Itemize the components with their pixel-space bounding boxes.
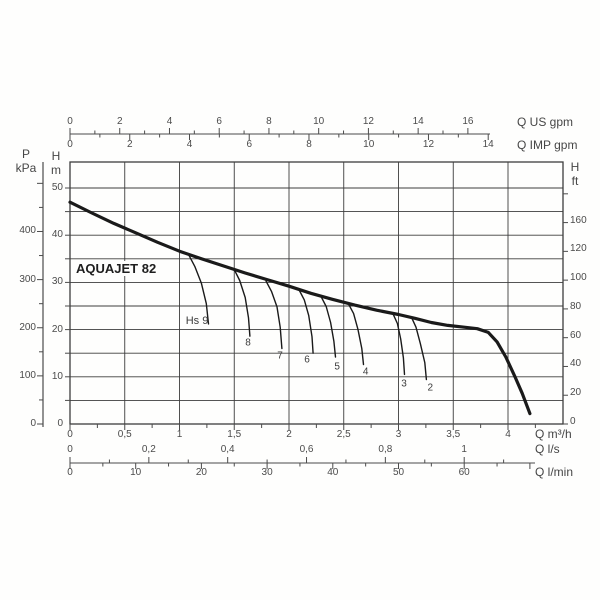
head-m-axis-unit-line2: m — [51, 163, 61, 177]
pressure-axis-unit: P kPa — [12, 147, 40, 175]
pressure-axis-unit-line2: kPa — [15, 161, 37, 175]
suction-lift-curve-7 — [265, 280, 283, 350]
suction-lift-curve-9 — [187, 253, 210, 325]
head-ft-axis-unit: H ft — [565, 160, 585, 188]
head-m-axis-unit: H m — [47, 149, 65, 177]
pressure-axis-unit-line1: P — [21, 147, 30, 161]
suction-lift-curve-3 — [392, 313, 406, 376]
flow-us-gpm-axis-unit: Q US gpm — [517, 115, 574, 129]
suction-lift-curve-5 — [320, 295, 337, 358]
flow-lmin-axis-unit: Q l/min — [535, 465, 574, 479]
pump-model-title: AQUAJET 82 — [74, 261, 159, 276]
head-ft-axis-unit-line1: H — [570, 160, 580, 174]
suction-lift-curve-4 — [347, 302, 365, 366]
main-pump-curve — [68, 200, 532, 416]
flow-ls-axis-unit: Q l/s — [535, 442, 560, 456]
head-ft-axis-unit-line2: ft — [571, 174, 579, 188]
flow-m3h-axis-unit: Q m³/h — [535, 427, 572, 441]
flow-imp-gpm-axis-unit: Q IMP gpm — [517, 138, 578, 152]
suction-lift-curve-2 — [410, 316, 428, 381]
suction-lift-curve-8 — [233, 269, 251, 337]
plot-frame — [69, 161, 564, 425]
suction-lift-curve-6 — [298, 288, 314, 354]
head-m-axis-unit-line1: H — [51, 149, 61, 163]
